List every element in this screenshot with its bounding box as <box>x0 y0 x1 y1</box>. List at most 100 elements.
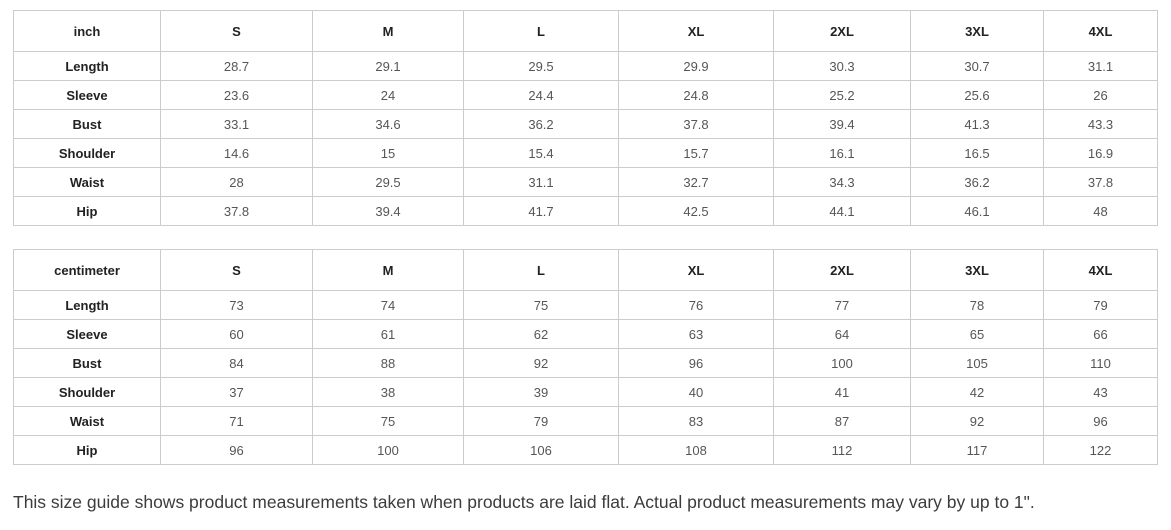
measurement-value: 87 <box>773 406 911 436</box>
measurement-row-label: Sleeve <box>13 319 161 349</box>
measurement-value: 100 <box>312 435 464 465</box>
size-header-row: inch S M L XL 2XL 3XL 4XL <box>13 10 1158 52</box>
measurement-row-bust: Bust 33.1 34.6 36.2 37.8 39.4 41.3 43.3 <box>13 109 1158 139</box>
measurement-value: 75 <box>312 406 464 436</box>
measurement-value: 24.8 <box>618 80 774 110</box>
measurement-row-shoulder: Shoulder 37 38 39 40 41 42 43 <box>13 377 1158 407</box>
measurement-value: 46.1 <box>910 196 1044 226</box>
measurement-value: 41.7 <box>463 196 619 226</box>
measurement-value: 66 <box>1043 319 1158 349</box>
measurement-value: 100 <box>773 348 911 378</box>
measurement-row-label: Shoulder <box>13 377 161 407</box>
measurement-value: 39.4 <box>773 109 911 139</box>
measurement-value: 108 <box>618 435 774 465</box>
measurement-row-label: Hip <box>13 435 161 465</box>
measurement-value: 29.5 <box>463 51 619 81</box>
measurement-value: 16.9 <box>1043 138 1158 168</box>
measurement-value: 33.1 <box>160 109 313 139</box>
measurement-value: 37 <box>160 377 313 407</box>
measurement-row-sleeve: Sleeve 60 61 62 63 64 65 66 <box>13 319 1158 349</box>
size-column-header-m: M <box>312 249 464 291</box>
measurement-value: 23.6 <box>160 80 313 110</box>
size-column-header-2xl: 2XL <box>773 249 911 291</box>
measurement-row-hip: Hip 37.8 39.4 41.7 42.5 44.1 46.1 48 <box>13 196 1158 226</box>
measurement-value: 24.4 <box>463 80 619 110</box>
measurement-row-waist: Waist 71 75 79 83 87 92 96 <box>13 406 1158 436</box>
size-column-header-xl: XL <box>618 249 774 291</box>
measurement-value: 15.7 <box>618 138 774 168</box>
measurement-value: 24 <box>312 80 464 110</box>
measurement-value: 76 <box>618 290 774 320</box>
measurement-row-waist: Waist 28 29.5 31.1 32.7 34.3 36.2 37.8 <box>13 167 1158 197</box>
measurement-value: 60 <box>160 319 313 349</box>
measurement-value: 110 <box>1043 348 1158 378</box>
measurement-value: 117 <box>910 435 1044 465</box>
size-column-header-l: L <box>463 249 619 291</box>
measurement-value: 43 <box>1043 377 1158 407</box>
measurement-value: 61 <box>312 319 464 349</box>
size-column-header-xl: XL <box>618 10 774 52</box>
size-guide-disclaimer: This size guide shows product measuremen… <box>13 492 1035 512</box>
measurement-value: 29.1 <box>312 51 464 81</box>
measurement-value: 28.7 <box>160 51 313 81</box>
measurement-row-label: Hip <box>13 196 161 226</box>
measurement-value: 78 <box>910 290 1044 320</box>
measurement-value: 36.2 <box>910 167 1044 197</box>
size-column-header-s: S <box>160 10 313 52</box>
measurement-value: 26 <box>1043 80 1158 110</box>
measurement-value: 73 <box>160 290 313 320</box>
measurement-row-label: Sleeve <box>13 80 161 110</box>
size-column-header-2xl: 2XL <box>773 10 911 52</box>
size-column-header-3xl: 3XL <box>910 249 1044 291</box>
unit-header: inch <box>13 10 161 52</box>
measurement-value: 36.2 <box>463 109 619 139</box>
measurement-value: 25.2 <box>773 80 911 110</box>
measurement-value: 41.3 <box>910 109 1044 139</box>
measurement-value: 44.1 <box>773 196 911 226</box>
measurement-value: 16.5 <box>910 138 1044 168</box>
measurement-value: 75 <box>463 290 619 320</box>
measurement-value: 105 <box>910 348 1044 378</box>
measurement-value: 71 <box>160 406 313 436</box>
measurement-value: 34.6 <box>312 109 464 139</box>
size-column-header-3xl: 3XL <box>910 10 1044 52</box>
measurement-value: 88 <box>312 348 464 378</box>
unit-header: centimeter <box>13 249 161 291</box>
measurement-row-label: Waist <box>13 167 161 197</box>
measurement-value: 14.6 <box>160 138 313 168</box>
measurement-value: 106 <box>463 435 619 465</box>
measurement-row-label: Shoulder <box>13 138 161 168</box>
size-header-row: centimeter S M L XL 2XL 3XL 4XL <box>13 249 1158 291</box>
measurement-value: 32.7 <box>618 167 774 197</box>
measurement-row-bust: Bust 84 88 92 96 100 105 110 <box>13 348 1158 378</box>
measurement-value: 29.9 <box>618 51 774 81</box>
measurement-value: 15.4 <box>463 138 619 168</box>
measurement-value: 37.8 <box>1043 167 1158 197</box>
measurement-value: 37.8 <box>618 109 774 139</box>
measurement-value: 122 <box>1043 435 1158 465</box>
measurement-value: 37.8 <box>160 196 313 226</box>
measurement-row-label: Length <box>13 290 161 320</box>
measurement-value: 83 <box>618 406 774 436</box>
measurement-value: 92 <box>463 348 619 378</box>
measurement-value: 31.1 <box>463 167 619 197</box>
measurement-value: 96 <box>160 435 313 465</box>
measurement-value: 30.7 <box>910 51 1044 81</box>
measurement-value: 16.1 <box>773 138 911 168</box>
size-column-header-m: M <box>312 10 464 52</box>
measurement-row-shoulder: Shoulder 14.6 15 15.4 15.7 16.1 16.5 16.9 <box>13 138 1158 168</box>
measurement-value: 38 <box>312 377 464 407</box>
measurement-row-label: Bust <box>13 348 161 378</box>
measurement-value: 77 <box>773 290 911 320</box>
measurement-value: 63 <box>618 319 774 349</box>
measurement-value: 92 <box>910 406 1044 436</box>
measurement-value: 96 <box>618 348 774 378</box>
measurement-row-label: Bust <box>13 109 161 139</box>
measurement-value: 42.5 <box>618 196 774 226</box>
measurement-value: 28 <box>160 167 313 197</box>
measurement-value: 29.5 <box>312 167 464 197</box>
measurement-value: 43.3 <box>1043 109 1158 139</box>
measurement-value: 84 <box>160 348 313 378</box>
size-column-header-s: S <box>160 249 313 291</box>
